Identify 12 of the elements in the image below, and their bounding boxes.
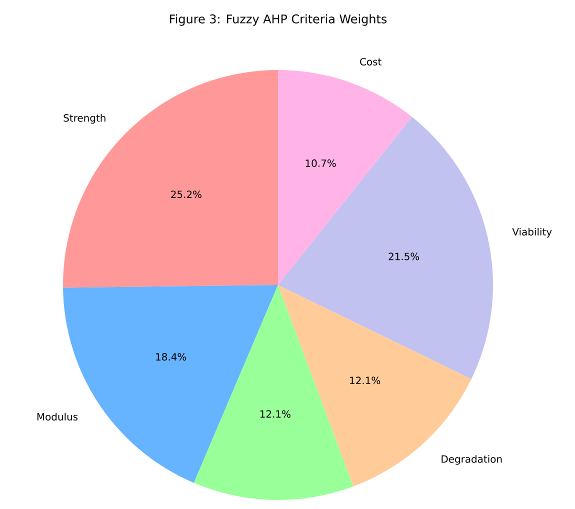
slice-label: Modulus [37,412,78,421]
chart-title: Figure 3: Fuzzy AHP Criteria Weights [170,14,387,26]
data-label: 12.1% [350,376,380,384]
data-label: 21.5% [388,252,420,260]
slice-label: Viability [512,228,552,238]
slice-label: Strength [64,114,106,124]
slice-label: Degradation [442,455,502,465]
data-label: 18.4% [156,353,186,361]
data-label: 12.1% [260,410,290,418]
slice-label: Cost [360,58,382,66]
data-label: 10.7% [306,159,336,167]
data-label: 25.2% [171,190,202,198]
